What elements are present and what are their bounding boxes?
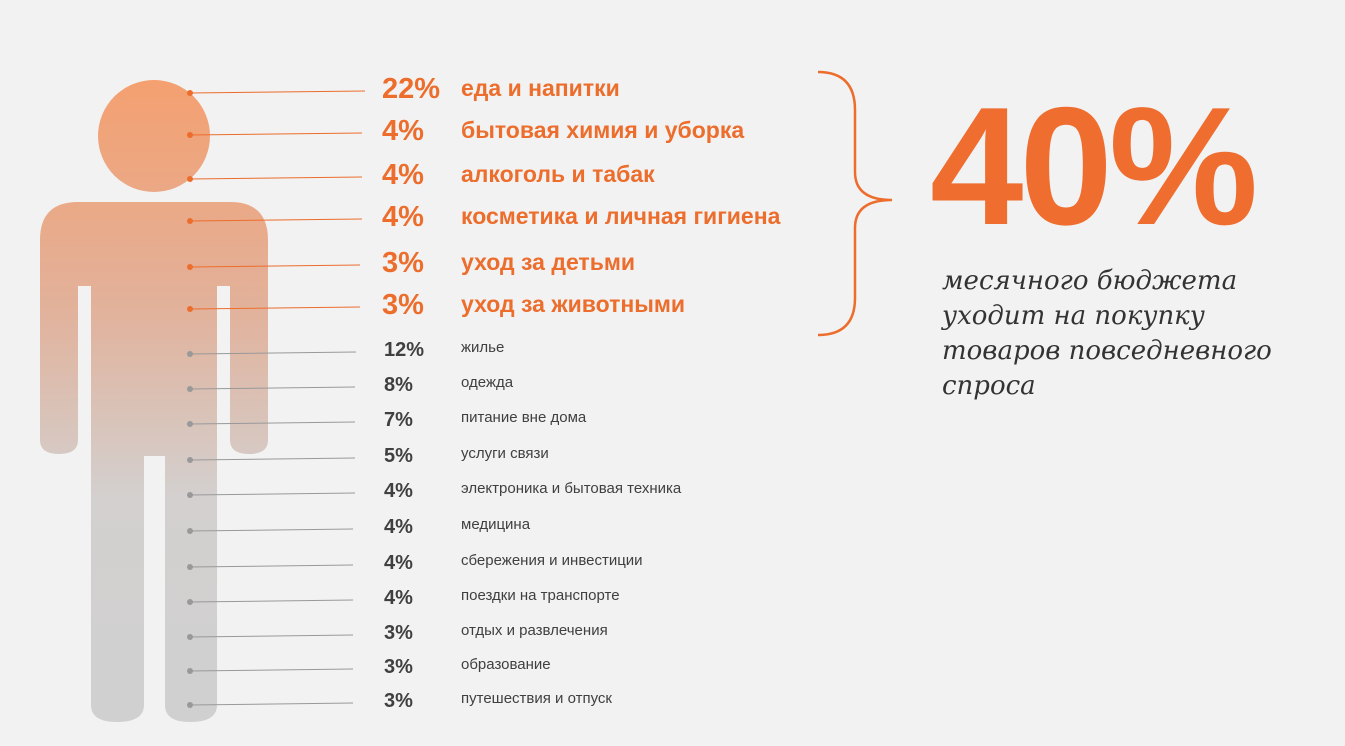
category-label: еда и напитки: [461, 75, 620, 101]
category-label: медицина: [461, 516, 531, 533]
leader-dot: [187, 176, 193, 182]
leader-dot: [187, 668, 193, 674]
leader-line: [189, 599, 354, 603]
leader-line: [189, 264, 361, 268]
category-percent: 3%: [382, 289, 424, 321]
category-label: алкоголь и табак: [461, 161, 655, 187]
category-percent: 3%: [384, 690, 413, 712]
category-percent: 4%: [384, 480, 413, 502]
category-percent: 12%: [384, 339, 425, 361]
leader-line: [189, 564, 354, 568]
category-percent: 7%: [384, 409, 413, 431]
leader-dot: [187, 564, 193, 570]
leader-line: [189, 634, 354, 638]
leader-dot: [187, 492, 193, 498]
grouping-brace: [817, 70, 893, 337]
leader-line: [189, 306, 361, 310]
category-label: путешествия и отпуск: [461, 690, 612, 707]
category-percent: 4%: [382, 201, 424, 233]
leader-line: [189, 492, 356, 496]
leader-dot: [187, 386, 193, 392]
leader-dot: [187, 528, 193, 534]
leader-line: [189, 528, 354, 532]
category-percent: 22%: [382, 73, 441, 105]
category-label: услуги связи: [461, 445, 549, 462]
leader-dot: [187, 351, 193, 357]
leader-lines: [187, 90, 366, 708]
summary-caption: месячного бюджета уходит на покупку това…: [942, 266, 1272, 401]
leader-line: [189, 90, 366, 94]
leader-dot: [187, 457, 193, 463]
silhouette-body: [40, 202, 268, 722]
category-percent: 5%: [384, 445, 413, 467]
category-percent: 4%: [382, 159, 424, 191]
category-percent: 4%: [382, 115, 424, 147]
leader-line: [189, 176, 363, 180]
leader-line: [189, 132, 363, 136]
leader-line: [189, 421, 356, 425]
category-label: сбережения и инвестиции: [461, 552, 643, 569]
category-label: отдых и развлечения: [461, 622, 608, 639]
category-label: косметика и личная гигиена: [461, 203, 781, 229]
category-label: жилье: [461, 339, 505, 356]
leader-line: [189, 668, 354, 672]
leader-dot: [187, 218, 193, 224]
category-label: питание вне дома: [461, 409, 587, 426]
category-label: бытовая химия и уборка: [461, 117, 745, 143]
silhouette-head: [98, 80, 210, 192]
leader-line: [189, 351, 357, 355]
big-percent: 40%: [930, 72, 1258, 260]
leader-dot: [187, 90, 193, 96]
leader-dot: [187, 132, 193, 138]
leader-line: [189, 386, 356, 390]
category-percent: 3%: [384, 622, 413, 644]
category-label: электроника и бытовая техника: [461, 480, 682, 497]
category-percent: 4%: [384, 552, 413, 574]
leader-dot: [187, 702, 193, 708]
leader-line: [189, 218, 363, 222]
category-percent: 3%: [382, 247, 424, 279]
leader-line: [189, 702, 354, 706]
category-label: одежда: [461, 374, 514, 391]
leader-dot: [187, 634, 193, 640]
leader-dot: [187, 264, 193, 270]
category-percent: 3%: [384, 656, 413, 678]
category-percent: 4%: [384, 587, 413, 609]
category-label: уход за детьми: [461, 249, 635, 275]
category-label: образование: [461, 656, 551, 673]
category-percent: 8%: [384, 374, 413, 396]
category-percent: 4%: [384, 516, 413, 538]
category-label: поездки на транспорте: [461, 587, 620, 604]
leader-dot: [187, 421, 193, 427]
leader-dot: [187, 599, 193, 605]
leader-line: [189, 457, 356, 461]
silhouette: [40, 80, 268, 722]
leader-dot: [187, 306, 193, 312]
category-label: уход за животными: [461, 291, 686, 317]
